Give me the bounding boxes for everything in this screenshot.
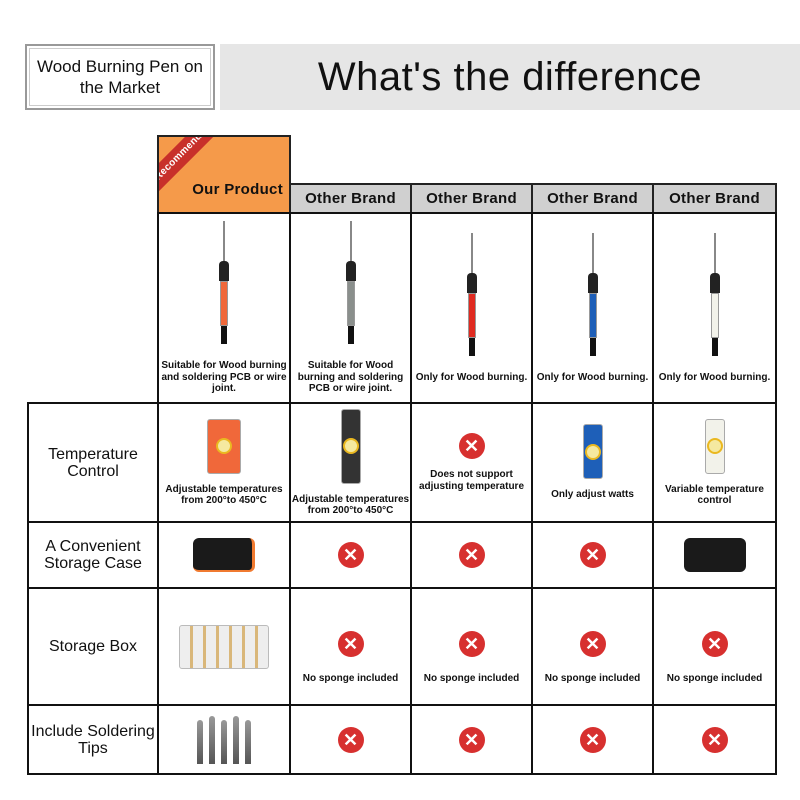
x-circle-icon: ✕ [579, 726, 606, 753]
row-label-text: A Convenient Storage Case [44, 538, 142, 572]
row-label-case: A Convenient Storage Case [27, 521, 159, 589]
storage-box-note: No sponge included [544, 672, 641, 684]
wood-burning-pen-image [708, 232, 722, 358]
soldering-tips-cell [157, 704, 291, 775]
product-use-description: Only for Wood burning. [658, 371, 771, 383]
temperature-control-cell: Adjustable temperatures from 200°to 450°… [289, 402, 412, 523]
soldering-tip [197, 719, 203, 764]
temperature-description: Only adjust watts [551, 489, 634, 501]
temperature-description: Variable temperature control [665, 483, 764, 507]
x-circle-icon: ✕ [337, 630, 364, 657]
temperature-dial-image [582, 424, 603, 480]
x-circle-icon: ✕ [337, 542, 364, 568]
temperature-control-cell: Adjustable temperatures from 200°to 450°… [157, 402, 291, 523]
storage-box-cell: ✕ No sponge included [652, 587, 777, 706]
x-circle-icon: ✕ [579, 630, 606, 657]
wood-burning-pen-image [217, 221, 231, 346]
product-cell: Suitable for Wood burning and soldering … [289, 212, 412, 404]
soldering-tips-cell: ✕ [652, 704, 777, 775]
storage-box-note: No sponge included [423, 672, 520, 684]
temperature-control-cell: Variable temperature control [652, 402, 777, 523]
temperature-control-cell: ✕ Does not support adjusting temperature [410, 402, 533, 523]
row-label-box: Storage Box [27, 587, 159, 706]
soldering-tips-cell: ✕ [531, 704, 654, 775]
x-circle-icon: ✕ [458, 542, 485, 568]
product-use-description: Suitable for Wood burning and soldering … [297, 360, 404, 395]
storage-box-cell: ✕ No sponge included [289, 587, 412, 706]
temperature-description: Adjustable temperatures from 200°to 450°… [291, 493, 410, 517]
storage-box-image [179, 624, 269, 669]
temperature-description: Does not support adjusting temperature [418, 469, 525, 492]
column-header-label: Other Brand [669, 190, 760, 207]
column-header-label: Other Brand [547, 190, 638, 207]
temperature-description: Adjustable temperatures from 200°to 450°… [165, 483, 283, 507]
column-header-our-product: Recommend Our Product [157, 135, 291, 214]
storage-case-image [193, 538, 255, 572]
temperature-dial-image [704, 418, 725, 474]
x-circle-icon: ✕ [337, 726, 364, 753]
column-header-label: Our Product [192, 181, 283, 198]
storage-box-cell: ✕ No sponge included [531, 587, 654, 706]
x-circle-icon: ✕ [701, 726, 728, 753]
temperature-dial-image [340, 408, 361, 484]
storage-case-cell: ✕ [410, 521, 533, 589]
x-circle-icon: ✕ [458, 433, 485, 459]
row-label-text: Temperature Control [48, 445, 138, 480]
product-cell: Only for Wood burning. [410, 212, 533, 404]
row-label-temperature: Temperature Control [27, 402, 159, 523]
storage-box-cell: ✕ No sponge included [410, 587, 533, 706]
product-use-description: Suitable for Wood burning and soldering … [161, 360, 287, 395]
column-header-label: Other Brand [426, 190, 517, 207]
page-title: What's the difference [220, 44, 800, 110]
temperature-dial-image [207, 418, 241, 474]
product-use-description: Only for Wood burning. [536, 371, 649, 383]
market-label-text: Wood Burning Pen on the Market [36, 57, 204, 97]
soldering-tips-image [197, 715, 251, 764]
storage-case-image [683, 538, 746, 572]
soldering-tips-cell: ✕ [289, 704, 412, 775]
x-circle-icon: ✕ [579, 542, 606, 568]
product-cell: Only for Wood burning. [531, 212, 654, 404]
soldering-tip [209, 715, 215, 764]
row-label-tips: Include Soldering Tips [27, 704, 159, 775]
storage-box-note: No sponge included [666, 672, 763, 684]
soldering-tips-cell: ✕ [410, 704, 533, 775]
column-header-other-brand: Other Brand [652, 183, 777, 214]
product-cell: Only for Wood burning. [652, 212, 777, 404]
x-circle-icon: ✕ [701, 630, 728, 657]
row-label-text: Include Soldering Tips [31, 722, 155, 757]
row-label-text: Storage Box [48, 638, 138, 655]
storage-box-note: No sponge included [302, 672, 399, 684]
temperature-control-cell: Only adjust watts [531, 402, 654, 523]
storage-case-cell [652, 521, 777, 589]
x-circle-icon: ✕ [458, 726, 485, 753]
soldering-tip [245, 719, 251, 764]
storage-box-cell [157, 587, 291, 706]
wood-burning-pen-image [586, 232, 600, 358]
wood-burning-pen-image [344, 221, 358, 346]
market-label: Wood Burning Pen on the Market [25, 44, 215, 110]
product-use-description: Only for Wood burning. [415, 371, 528, 383]
soldering-tip [221, 719, 227, 764]
storage-case-cell: ✕ [531, 521, 654, 589]
column-header-other-brand: Other Brand [531, 183, 654, 214]
column-header-other-brand: Other Brand [289, 183, 412, 214]
x-circle-icon: ✕ [458, 630, 485, 657]
wood-burning-pen-image [465, 232, 479, 358]
column-header-other-brand: Other Brand [410, 183, 533, 214]
storage-case-cell [157, 521, 291, 589]
soldering-tip [233, 715, 239, 764]
column-header-label: Other Brand [305, 190, 396, 207]
product-cell: Suitable for Wood burning and soldering … [157, 212, 291, 404]
storage-case-cell: ✕ [289, 521, 412, 589]
